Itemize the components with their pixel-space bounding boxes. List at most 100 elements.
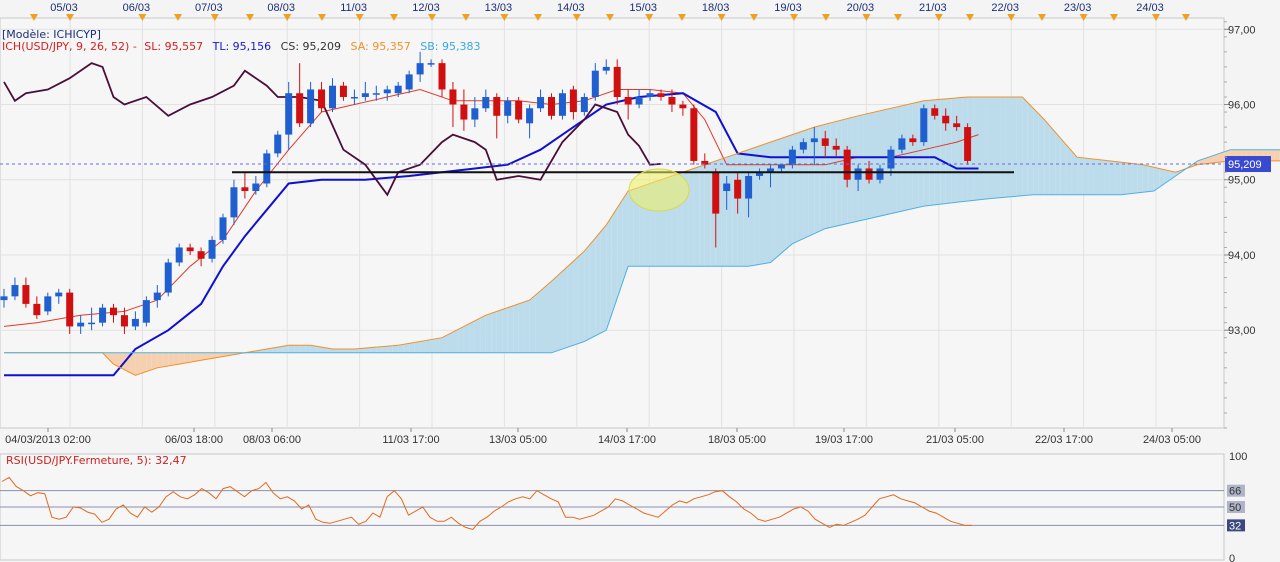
day-marker-icon xyxy=(1079,14,1088,21)
candle-body xyxy=(558,93,566,116)
candle-body xyxy=(0,296,8,301)
cloud-segment xyxy=(1208,155,1214,164)
cloud-segment xyxy=(1071,150,1078,195)
cloud-segment xyxy=(589,238,596,339)
cloud-segment xyxy=(283,345,289,353)
rsi-tick-label: 32 xyxy=(1229,520,1241,532)
candle-body xyxy=(646,93,654,97)
cloud-segment xyxy=(869,112,875,219)
cloud-segment xyxy=(184,352,191,364)
cloud-segment xyxy=(480,315,486,353)
session-marker-icon xyxy=(30,14,38,21)
cloud-segment xyxy=(348,349,355,353)
candle-body xyxy=(22,285,30,304)
candle-body xyxy=(526,108,534,124)
ichimoku-legend: ICH(USD/JPY, 9, 26, 52) - SL: 95,557 TL:… xyxy=(2,41,480,53)
cloud-segment xyxy=(1016,96,1023,197)
cloud-segment xyxy=(179,352,185,365)
top-date-label: 08/03 xyxy=(267,2,295,14)
cloud-segment xyxy=(1148,165,1154,192)
cloud-segment xyxy=(726,155,733,267)
cloud-segment xyxy=(611,207,618,315)
candle-body xyxy=(515,100,523,120)
cloud-segment xyxy=(1120,162,1127,195)
price-tick-label: 97,00 xyxy=(1228,24,1256,36)
cloud-segment xyxy=(1274,149,1280,161)
cloud-segment xyxy=(294,345,300,353)
session-marker-icon xyxy=(1110,14,1118,21)
cloud-segment xyxy=(1049,125,1056,195)
price-tick-label: 95,00 xyxy=(1228,175,1256,187)
time-tick-label: 08/03 06:00 xyxy=(243,434,301,446)
cloud-segment xyxy=(797,130,804,242)
time-tick-label: 06/03 18:00 xyxy=(165,434,223,446)
cloud-segment xyxy=(354,348,360,353)
cloud-segment xyxy=(201,352,207,361)
rsi-title: RSI(USD/JPY.Fermeture, 5): 32,47 xyxy=(6,454,187,467)
candle-body xyxy=(318,89,326,109)
candle-body xyxy=(120,315,128,327)
cloud-segment xyxy=(414,341,421,353)
candle-body xyxy=(296,93,304,124)
cloud-segment xyxy=(491,311,497,353)
cloud-segment xyxy=(1219,151,1225,163)
candle-body xyxy=(372,93,380,95)
session-marker-icon xyxy=(1038,14,1046,21)
candle-body xyxy=(361,93,369,97)
highlight-circle xyxy=(628,168,690,212)
cloud-segment xyxy=(830,121,837,228)
cloud-segment xyxy=(469,320,475,353)
candle-body xyxy=(164,262,172,293)
cloud-segment xyxy=(316,346,322,353)
cloud-segment xyxy=(1104,160,1110,195)
current-price-box xyxy=(1225,156,1271,173)
cloud-segment xyxy=(945,98,952,204)
candle-body xyxy=(263,153,271,184)
cloud-segment xyxy=(540,286,547,353)
rsi-chart[interactable]: 100 66 50 32 0 xyxy=(0,452,1280,562)
candlesticks[interactable] xyxy=(0,51,972,334)
cloud-segment xyxy=(129,352,136,376)
top-date-label: 13/03 xyxy=(485,2,513,14)
top-date-label: 15/03 xyxy=(629,2,657,14)
cloud-segment xyxy=(502,307,508,353)
time-tick-label: 19/03 17:00 xyxy=(815,434,873,446)
cloud-segment xyxy=(617,199,623,299)
day-marker-icon xyxy=(717,14,726,21)
cloud-segment xyxy=(168,352,174,366)
cloud-segment xyxy=(792,132,798,244)
annotations: 95,209 xyxy=(0,156,1271,212)
cloud-segment xyxy=(321,347,328,353)
candle-body xyxy=(832,145,840,150)
candle-body xyxy=(920,108,928,143)
candle-body xyxy=(712,172,720,214)
cloud-segment xyxy=(956,97,963,203)
day-marker-icon xyxy=(934,14,943,21)
rsi-tick-label: 50 xyxy=(1229,502,1241,514)
cloud-segment xyxy=(633,187,640,267)
cloud-segment xyxy=(381,346,388,353)
cloud-segment xyxy=(858,114,864,222)
price-chart[interactable]: 05/03 06/03 07/03 08/03 11/03 12/03 13/03 14/03… xyxy=(0,0,1280,452)
cloud-segment xyxy=(748,147,755,267)
candle-body xyxy=(252,183,260,192)
day-marker-icon xyxy=(355,14,364,21)
time-axis: 04/03/2013 02:00 06/03 18:00 08/03 06:00 11… xyxy=(5,428,1201,446)
candle-body xyxy=(624,96,632,105)
candle-body xyxy=(427,63,435,65)
candle-body xyxy=(657,93,665,97)
cloud-segment xyxy=(1213,153,1220,163)
session-marker-icon xyxy=(894,14,902,21)
candle-body xyxy=(909,138,917,143)
candle-body xyxy=(383,89,391,94)
candle-body xyxy=(767,168,774,173)
session-marker-icon xyxy=(678,14,686,21)
session-marker-icon xyxy=(390,14,398,21)
cloud-segment xyxy=(699,164,705,267)
cloud-segment xyxy=(146,352,152,372)
session-marker-icon xyxy=(534,14,542,21)
top-date-label: 06/03 xyxy=(123,2,151,14)
cloud-segment xyxy=(206,352,213,360)
candle-body xyxy=(449,89,457,105)
candle-body xyxy=(66,292,74,327)
